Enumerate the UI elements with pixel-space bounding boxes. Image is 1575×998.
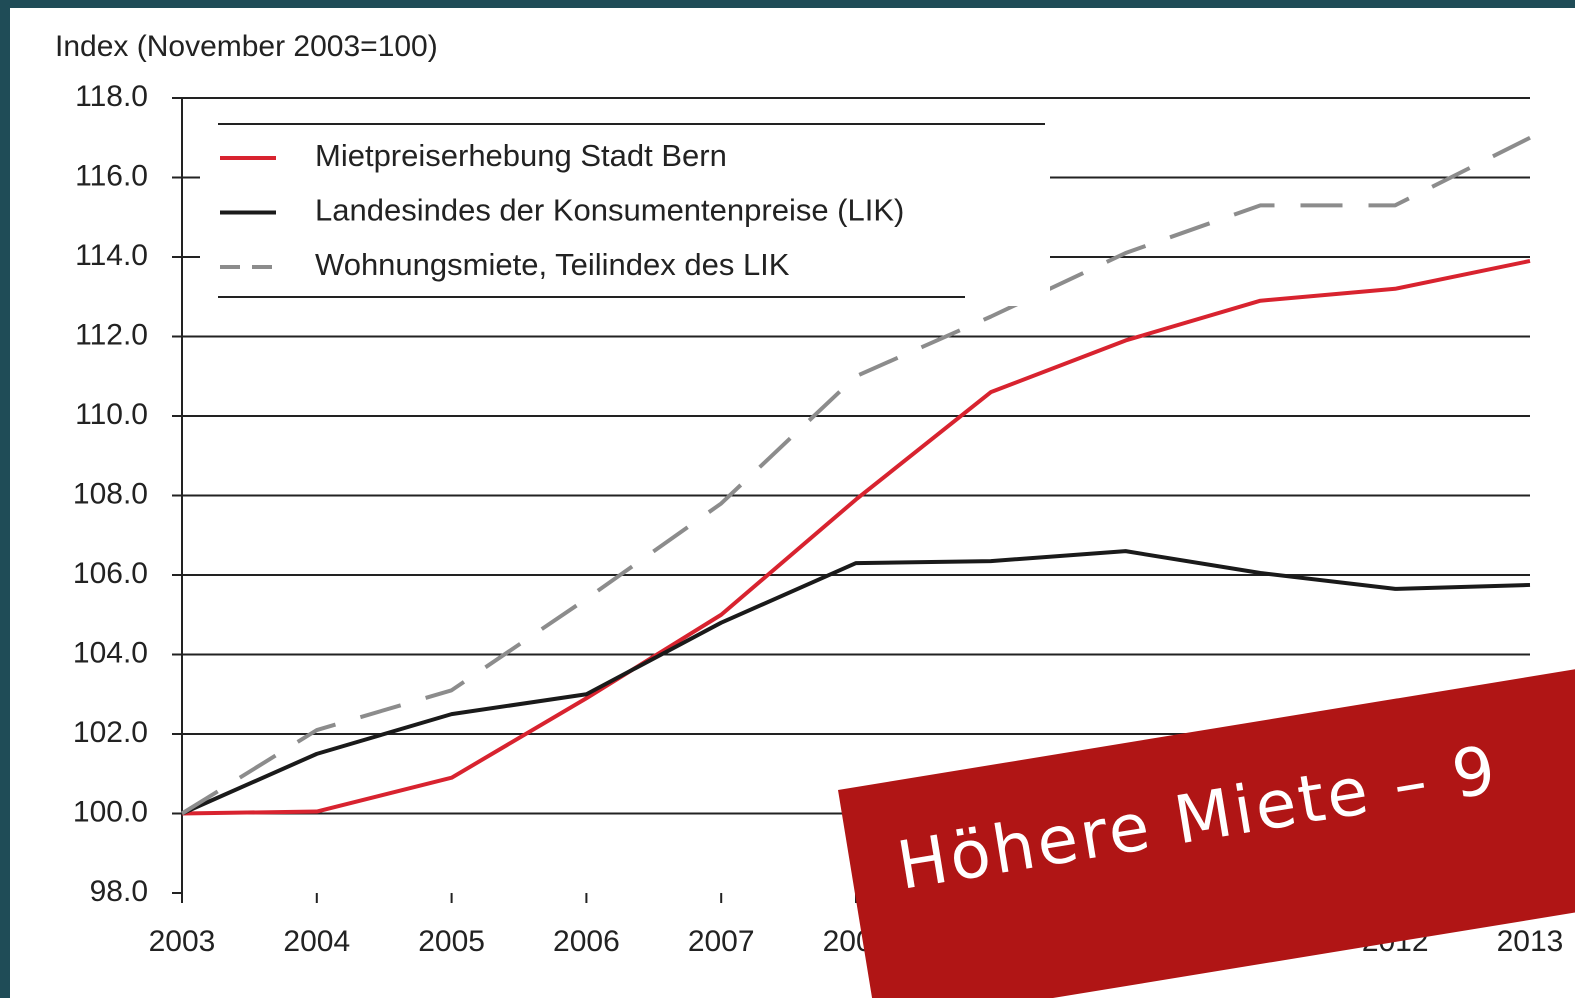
y-tick-label: 114.0	[75, 239, 148, 272]
y-tick-label: 110.0	[75, 398, 148, 431]
legend-label: Landesindes der Konsumentenpreise (LIK)	[315, 193, 904, 228]
banner-background	[838, 644, 1575, 998]
series-line	[181, 549, 1531, 816]
x-tick-label: 2007	[688, 925, 755, 958]
y-tick-label: 98.0	[90, 875, 148, 908]
y-tick-label: 116.0	[75, 159, 148, 192]
legend-label: Mietpreiserhebung Stadt Bern	[315, 138, 727, 173]
y-tick-label: 102.0	[73, 716, 148, 749]
y-tick-label: 104.0	[73, 636, 148, 669]
y-tick-label: 108.0	[73, 477, 148, 510]
x-tick-label: 2006	[553, 925, 620, 958]
y-axis-label: Index (November 2003=100)	[55, 30, 438, 63]
series-line	[181, 259, 1531, 816]
y-tick-label: 100.0	[73, 795, 148, 828]
legend-label: Wohnungsmiete, Teilindex des LIK	[315, 247, 790, 282]
banner: Höhere Miete – 9	[838, 644, 1575, 998]
x-tick-label: 2004	[283, 925, 350, 958]
y-tick-label: 106.0	[73, 557, 148, 590]
y-tick-label: 118.0	[75, 80, 148, 113]
x-tick-label: 2005	[418, 925, 485, 958]
y-tick-label: 112.0	[75, 318, 148, 351]
x-tick-label: 2013	[1497, 925, 1564, 958]
x-tick-label: 2003	[149, 925, 216, 958]
series-line	[180, 135, 1531, 816]
legend-background	[200, 114, 1050, 306]
